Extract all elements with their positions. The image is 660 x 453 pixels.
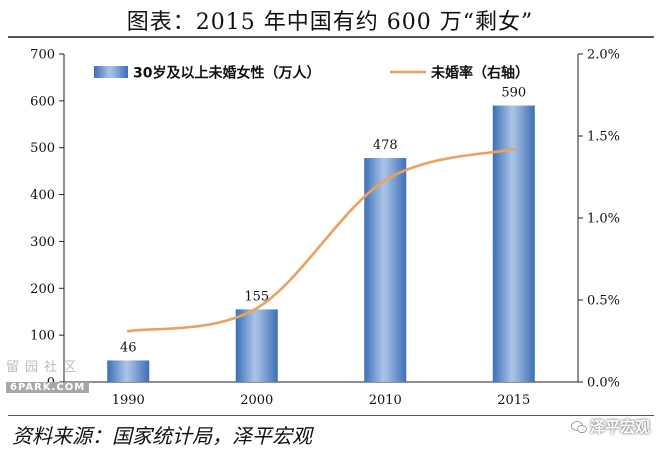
y-left-tick-label: 400 xyxy=(30,188,55,203)
rate-line xyxy=(126,147,516,333)
chart-axes: 01002003004005006007000.0%0.5%1.0%1.5%2.… xyxy=(30,48,620,409)
watermark-left-top: 留园社区 xyxy=(6,360,83,375)
legend-bar-swatch xyxy=(94,66,128,78)
y-right-tick-label: 1.0% xyxy=(587,212,620,227)
watermark-left: 留园社区 6PARK.COM xyxy=(6,356,100,393)
bar-data-label: 478 xyxy=(373,138,398,153)
watermark-right-text: 泽平宏观 xyxy=(589,418,650,436)
y-right-tick-label: 2.0% xyxy=(587,48,620,63)
bar xyxy=(492,105,535,383)
y-left-tick-label: 300 xyxy=(30,235,55,250)
x-tick-label: 2010 xyxy=(369,393,402,408)
bar-data-label: 46 xyxy=(120,340,137,355)
legend: 30岁及以上未婚女性（万人） 未婚率（右轴） xyxy=(94,65,529,82)
bar-data-label: 155 xyxy=(244,289,269,304)
bar xyxy=(107,360,150,382)
x-tick-label: 2000 xyxy=(240,393,273,408)
watermark-right: 泽平宏观 xyxy=(571,416,650,437)
y-left-tick-label: 600 xyxy=(30,94,55,109)
x-tick-label: 2015 xyxy=(497,393,530,408)
bar-series: 46 155 478 590 xyxy=(107,86,535,383)
legend-bar-label: 30岁及以上未婚女性（万人） xyxy=(133,65,320,82)
y-right-tick-label: 0.0% xyxy=(587,376,620,391)
wechat-icon xyxy=(571,421,587,433)
y-left-tick-label: 100 xyxy=(30,329,55,344)
legend-line-label: 未婚率（右轴） xyxy=(431,65,529,82)
bar xyxy=(364,158,407,382)
title-divider xyxy=(8,36,654,38)
line-series xyxy=(126,147,516,333)
x-tick-label: 1990 xyxy=(112,393,145,408)
y-left-tick-label: 700 xyxy=(30,48,55,63)
y-right-tick-label: 0.5% xyxy=(587,294,620,309)
bar-data-label: 590 xyxy=(501,86,526,101)
chart-title: 图表：2015 年中国有约 600 万“剩女” xyxy=(126,10,534,35)
watermark-left-bottom: 6PARK.COM xyxy=(6,382,90,393)
bar xyxy=(235,309,278,382)
y-left-tick-label: 500 xyxy=(30,141,55,156)
y-right-tick-label: 1.5% xyxy=(587,130,620,145)
source-note: 资料来源：国家统计局，泽平宏观 xyxy=(12,424,312,448)
y-left-tick-label: 200 xyxy=(30,282,55,297)
footer-divider xyxy=(8,415,654,416)
